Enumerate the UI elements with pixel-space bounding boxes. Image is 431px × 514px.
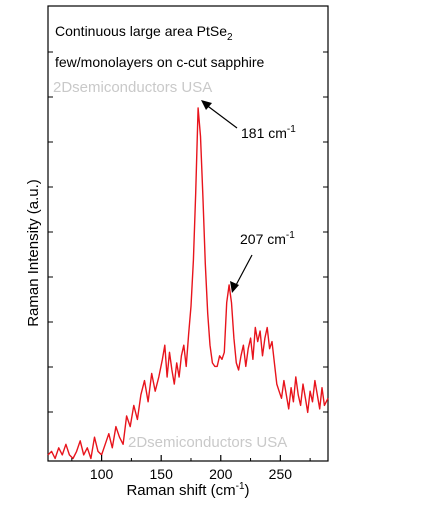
x-tick-label: 150 — [150, 466, 174, 482]
y-axis-title: Raman Intensity (a.u.) — [25, 179, 42, 327]
peak-label-207: 207 cm-1 — [240, 230, 295, 247]
x-tick-label: 100 — [90, 466, 114, 482]
peak-label-207-sup: -1 — [286, 230, 295, 241]
peak-label-181-sup: -1 — [287, 124, 296, 135]
series-line — [47, 107, 329, 460]
peak-arrow-207 — [234, 254, 253, 288]
chart-title-line-2: few/monolayers on c-cut sapphire — [55, 54, 265, 70]
chart-title-line-1: Continuous large area PtSe2 — [55, 23, 233, 43]
x-tick-label: 250 — [269, 466, 293, 482]
peak-label-181: 181 cm-1 — [241, 124, 296, 141]
chart-title-main: Continuous large area PtSe — [55, 23, 227, 39]
x-axis-title: Raman shift (cm-1) — [126, 481, 249, 499]
x-axis-title-sup: -1 — [236, 481, 245, 492]
peak-label-207-text: 207 cm — [240, 231, 286, 247]
plot-frame — [47, 5, 329, 462]
peak-label-181-text: 181 cm — [241, 125, 287, 141]
peak-arrow-181 — [204, 103, 238, 129]
x-tick-label: 200 — [209, 466, 233, 482]
x-axis-title-main: Raman shift (cm — [126, 482, 235, 499]
peak-arrowhead-181 — [201, 100, 212, 110]
chart-title-subscript: 2 — [227, 32, 233, 43]
y-axis-ticks — [48, 51, 328, 413]
watermark-bottom: 2Dsemiconductors USA — [128, 434, 287, 451]
x-axis-ticks: 100 150 200 250 — [71, 455, 311, 482]
x-axis-title-end: ) — [245, 482, 250, 499]
watermark-top: 2Dsemiconductors USA — [53, 79, 212, 96]
peak-arrowhead-207 — [230, 281, 239, 293]
